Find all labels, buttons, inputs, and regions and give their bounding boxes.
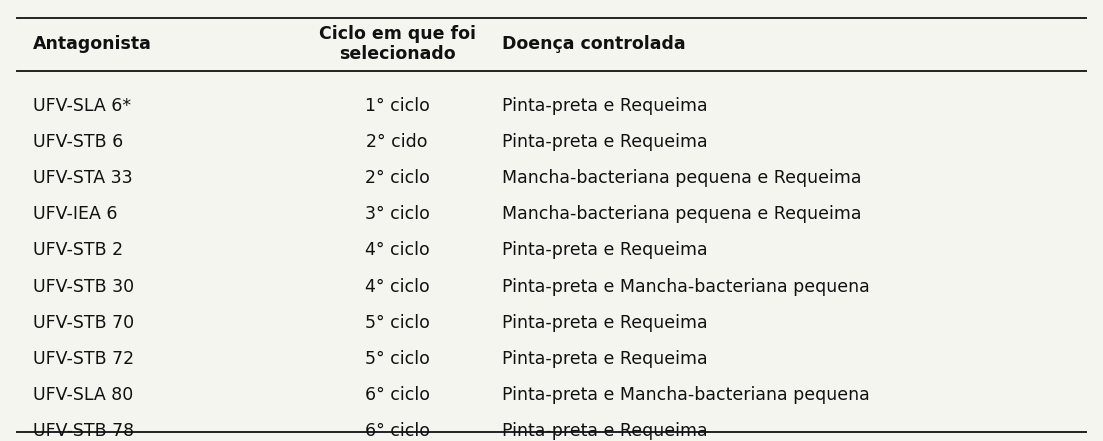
Text: 2° cido: 2° cido (366, 133, 428, 151)
Text: Mancha-bacteriana pequena e Requeima: Mancha-bacteriana pequena e Requeima (502, 206, 861, 223)
Text: UFV-STB 2: UFV-STB 2 (33, 242, 124, 259)
Text: UFV-SLA 6*: UFV-SLA 6* (33, 97, 131, 115)
Text: 3° ciclo: 3° ciclo (365, 206, 429, 223)
Text: UFV-STB 78: UFV-STB 78 (33, 422, 135, 440)
Text: UFV-STB 6: UFV-STB 6 (33, 133, 124, 151)
Text: 5° ciclo: 5° ciclo (365, 314, 429, 332)
Text: Pinta-preta e Mancha-bacteriana pequena: Pinta-preta e Mancha-bacteriana pequena (502, 386, 869, 404)
Text: UFV-IEA 6: UFV-IEA 6 (33, 206, 118, 223)
Text: Pinta-preta e Requeima: Pinta-preta e Requeima (502, 422, 707, 440)
Text: 5° ciclo: 5° ciclo (365, 350, 429, 368)
Text: 6° ciclo: 6° ciclo (365, 386, 429, 404)
Text: Pinta-preta e Requeima: Pinta-preta e Requeima (502, 314, 707, 332)
Text: Pinta-preta e Requeima: Pinta-preta e Requeima (502, 350, 707, 368)
Text: UFV-SLA 80: UFV-SLA 80 (33, 386, 133, 404)
Text: 1° ciclo: 1° ciclo (365, 97, 429, 115)
Text: UFV-STB 30: UFV-STB 30 (33, 278, 135, 295)
Text: UFV-STB 72: UFV-STB 72 (33, 350, 135, 368)
Text: Pinta-preta e Requeima: Pinta-preta e Requeima (502, 133, 707, 151)
Text: 4° ciclo: 4° ciclo (365, 278, 429, 295)
Text: Pinta-preta e Requeima: Pinta-preta e Requeima (502, 242, 707, 259)
Text: 2° ciclo: 2° ciclo (365, 169, 429, 187)
Text: UFV-STA 33: UFV-STA 33 (33, 169, 132, 187)
Text: Antagonista: Antagonista (33, 35, 152, 53)
Text: 6° ciclo: 6° ciclo (365, 422, 429, 440)
Text: UFV-STB 70: UFV-STB 70 (33, 314, 135, 332)
Text: Ciclo em que foi
selecionado: Ciclo em que foi selecionado (319, 25, 475, 64)
Text: Mancha-bacteriana pequena e Requeima: Mancha-bacteriana pequena e Requeima (502, 169, 861, 187)
Text: 4° ciclo: 4° ciclo (365, 242, 429, 259)
Text: Pinta-preta e Mancha-bacteriana pequena: Pinta-preta e Mancha-bacteriana pequena (502, 278, 869, 295)
Text: Doença controlada: Doença controlada (502, 35, 685, 53)
Text: Pinta-preta e Requeima: Pinta-preta e Requeima (502, 97, 707, 115)
